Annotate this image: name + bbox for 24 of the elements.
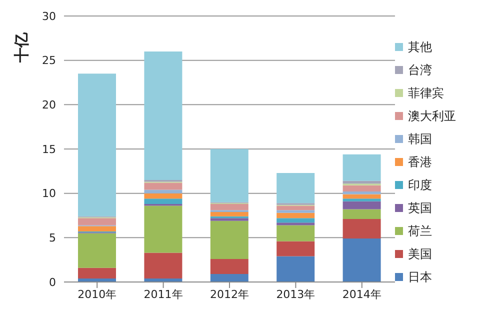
y-tick-label: 10 <box>42 187 56 200</box>
x-tick-label: 2011年 <box>144 288 183 301</box>
legend-label: 韩国 <box>408 130 432 148</box>
x-tick-label: 2010年 <box>78 288 117 301</box>
y-tick-label: 0 <box>49 276 56 289</box>
legend-label: 印度 <box>408 176 432 194</box>
y-tick-label: 5 <box>49 232 56 245</box>
y-tick-label: 30 <box>42 10 56 23</box>
legend-label: 日本 <box>408 268 432 286</box>
x-tick-label: 2014年 <box>342 288 382 301</box>
legend-label: 香港 <box>408 154 432 170</box>
legend-label: 菲律宾 <box>408 84 444 102</box>
legend-label: 荷兰 <box>408 222 432 240</box>
x-tick-label: 2013年 <box>276 288 316 301</box>
y-tick-label: 20 <box>42 98 56 112</box>
legend-label: 澳大利亚 <box>408 108 456 124</box>
y-tick-label: 15 <box>42 142 56 156</box>
legend-label: 其他 <box>408 38 432 56</box>
y-axis-title: 十亿 <box>12 31 32 64</box>
legend-label: 台湾 <box>408 62 432 78</box>
x-tick-label: 2012年 <box>210 288 249 301</box>
legend-label: 英国 <box>408 200 432 216</box>
y-tick-label: 25 <box>42 54 56 68</box>
legend-label: 美国 <box>408 246 432 262</box>
